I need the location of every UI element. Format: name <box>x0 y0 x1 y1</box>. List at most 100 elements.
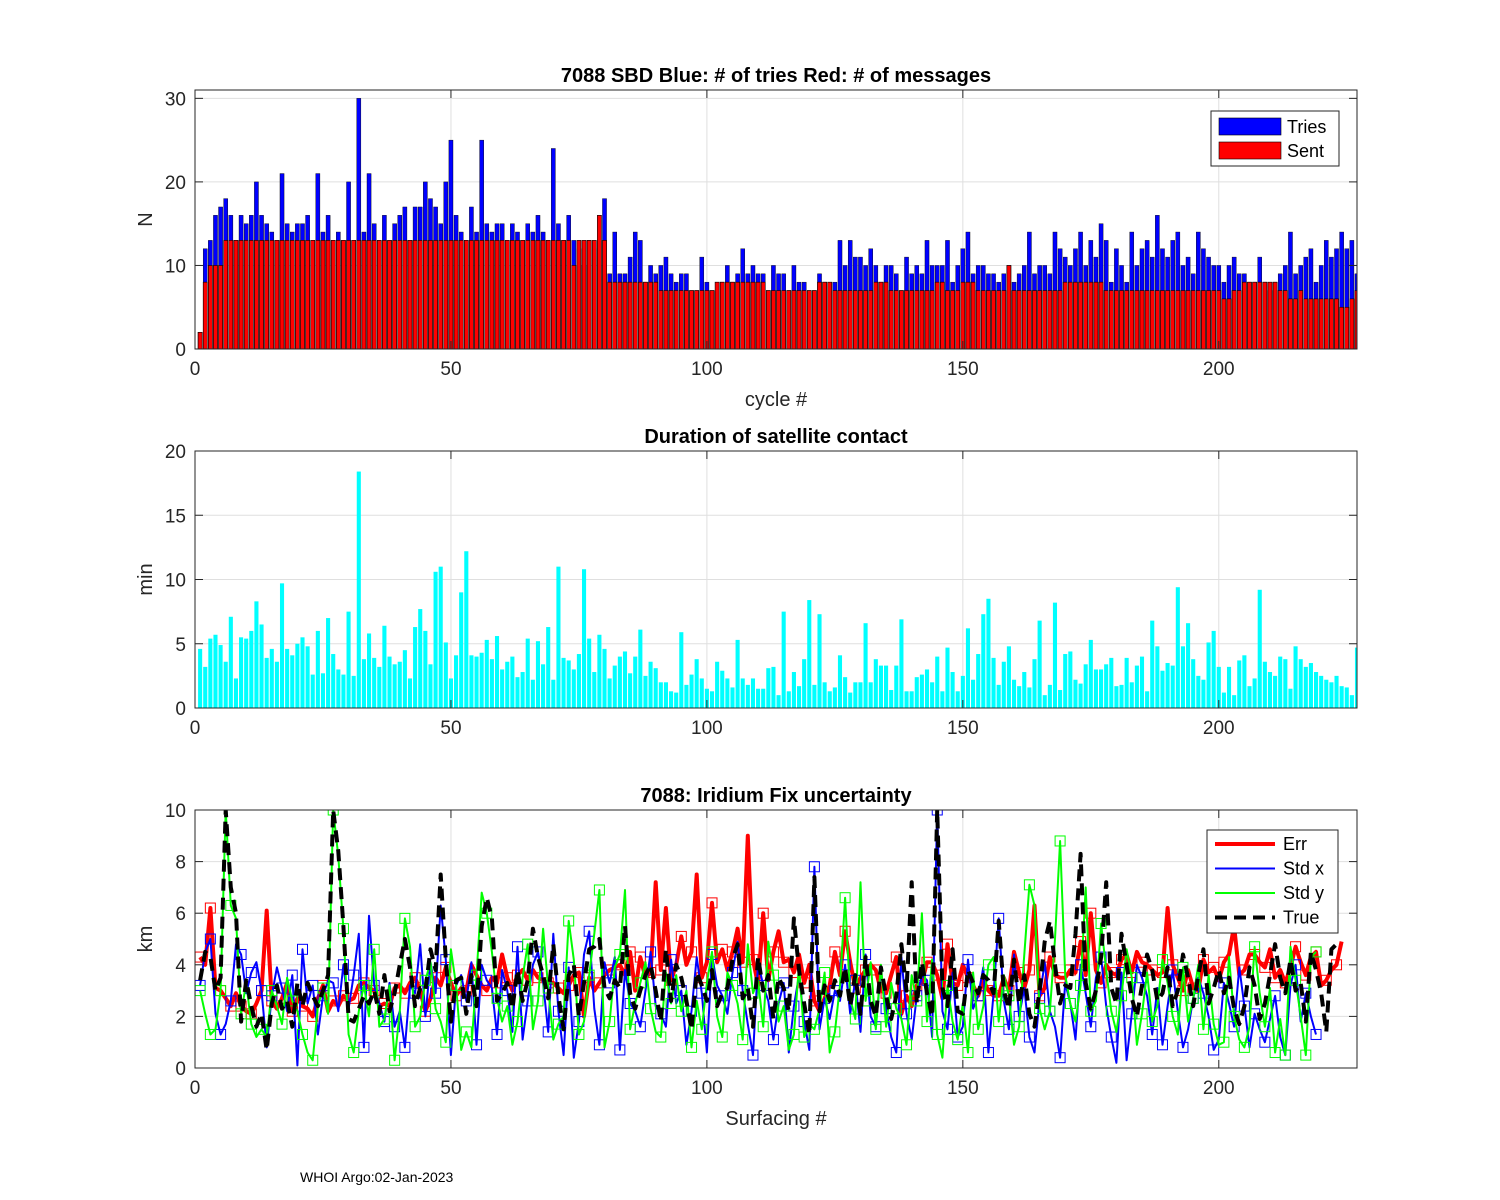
marker-std-x <box>389 1021 401 1033</box>
marker-std-y <box>1054 835 1066 847</box>
bar-sent <box>622 281 628 349</box>
bar-duration <box>930 682 935 708</box>
bar-duration <box>1201 679 1206 708</box>
bar-duration <box>653 668 658 708</box>
marker-std-y <box>706 946 718 958</box>
bar-duration <box>556 566 561 708</box>
bar-sent <box>842 290 848 349</box>
chart-title: 7088 SBD Blue: # of tries Red: # of mess… <box>561 65 991 87</box>
marker-std-y <box>993 1016 1005 1028</box>
bar-duration <box>1283 659 1288 708</box>
bar-sent <box>1242 281 1247 349</box>
tick-label-x: 0 <box>190 718 201 739</box>
bar-duration <box>628 673 633 708</box>
bar-sent <box>453 240 459 349</box>
bar-duration <box>863 623 868 708</box>
bar-duration <box>669 691 674 708</box>
bar-sent <box>678 290 684 349</box>
bar-sent <box>1221 298 1227 349</box>
bar-duration <box>1073 679 1078 708</box>
bar-sent <box>315 240 321 349</box>
bar-sent <box>1155 290 1160 349</box>
bar-duration <box>576 654 581 708</box>
tick-label-x: 100 <box>691 1078 723 1099</box>
bar-duration <box>960 675 965 708</box>
bar-duration <box>766 668 771 708</box>
bar-duration <box>1237 660 1242 708</box>
bar-duration <box>986 598 991 708</box>
bar-duration <box>418 609 423 708</box>
bar-sent <box>1211 290 1217 349</box>
marker-err <box>839 925 851 937</box>
marker-std-x <box>1105 1031 1117 1043</box>
marker-std-y <box>1064 998 1076 1009</box>
marker-std-y <box>1249 941 1261 953</box>
bar-duration <box>827 691 832 708</box>
tick-label-x: 0 <box>190 359 201 380</box>
bar-sent <box>1011 290 1017 349</box>
bar-sent <box>269 240 275 349</box>
bar-sent <box>1073 281 1078 349</box>
bar-sent <box>520 240 525 349</box>
bar-sent <box>791 290 797 349</box>
bar-sent <box>868 290 874 349</box>
marker-err <box>829 946 841 958</box>
bar-duration <box>423 630 428 708</box>
bar-duration <box>1093 669 1098 708</box>
bar-sent <box>663 290 669 349</box>
legend-label-sent: Sent <box>1287 141 1324 161</box>
bar-sent <box>274 240 280 349</box>
bar-duration <box>884 665 889 708</box>
bar-sent <box>1303 298 1309 349</box>
bar-sent <box>576 240 582 349</box>
bar-duration <box>971 679 976 708</box>
marker-std-y <box>1228 1010 1240 1022</box>
bar-sent <box>893 290 899 349</box>
marker-std-y <box>296 1028 308 1040</box>
legend-label-std-y: Std y <box>1283 883 1324 903</box>
tick-label-y: 10 <box>165 801 186 822</box>
bar-duration <box>1150 620 1155 708</box>
bar-duration <box>1375 658 1379 708</box>
bar-duration <box>663 682 668 708</box>
bar-sent <box>709 290 715 349</box>
bar-duration <box>448 678 453 708</box>
bar-sent <box>1386 282 1390 349</box>
bar-sent <box>1231 290 1237 349</box>
bar-sent <box>1027 290 1032 349</box>
marker-std-y <box>982 959 994 971</box>
marker-std-x <box>890 1047 902 1059</box>
bar-sent <box>776 290 781 349</box>
bar-sent <box>899 290 904 349</box>
tick-label-y: 20 <box>165 173 186 194</box>
marker-std-x <box>1146 1028 1158 1040</box>
bar-duration <box>1247 686 1252 708</box>
bar-duration <box>812 684 817 708</box>
bar-duration <box>796 686 802 708</box>
bar-duration <box>1339 686 1344 708</box>
bar-sent <box>289 240 295 349</box>
bar-duration <box>1324 679 1329 708</box>
bar-sent <box>264 240 270 349</box>
bar-tries <box>1324 240 1329 349</box>
bar-duration <box>1191 659 1196 708</box>
bar-sent <box>1288 298 1293 349</box>
marker-std-y <box>511 1016 523 1028</box>
bar-duration <box>894 665 899 708</box>
bar-duration <box>1252 678 1257 708</box>
bar-sent <box>1083 281 1089 349</box>
bar-sent <box>1149 290 1155 349</box>
bar-sent <box>202 281 208 349</box>
bar-sent <box>428 240 433 349</box>
marker-std-x <box>1208 1044 1220 1056</box>
bar-duration <box>1134 665 1139 708</box>
chart-panel-2: 0 50 100 150 200 0 5 10 15 20 Duration of satellit… <box>135 426 1379 739</box>
bar-sent <box>719 281 725 349</box>
x-axis-label: Surfacing # <box>725 1108 827 1130</box>
bar-sent <box>1093 281 1099 349</box>
bar-sent <box>684 290 689 349</box>
bar-sent <box>1406 274 1410 349</box>
bar-duration <box>1124 657 1129 708</box>
bar-sent <box>402 240 408 349</box>
chart-title: 7088: Iridium Fix uncertainty <box>640 785 912 807</box>
